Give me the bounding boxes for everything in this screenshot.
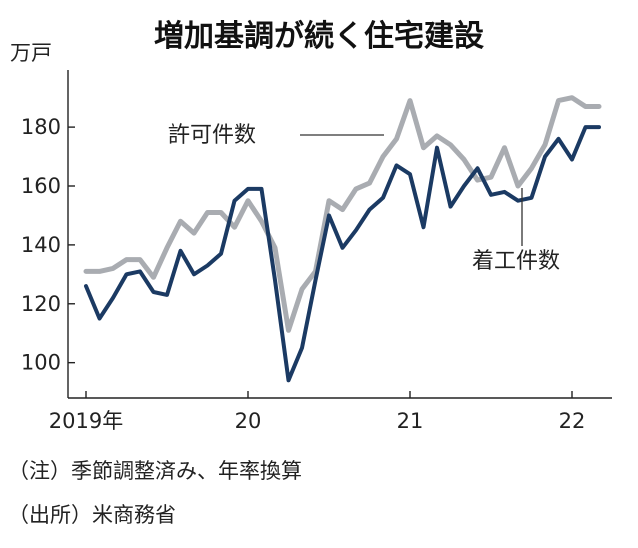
series-label-permits: 許可件数 — [168, 123, 256, 148]
series-line-permits — [83, 95, 602, 333]
series-label-starts: 着工件数 — [472, 249, 560, 274]
x-tick-label: 21 — [397, 409, 424, 433]
series-layer — [83, 95, 602, 383]
axes: 100 120 140 160 180 2019年 20 21 22 — [21, 70, 612, 433]
y-tick-label: 180 — [21, 115, 61, 139]
y-tick-label: 160 — [21, 174, 61, 198]
series-line-starts — [84, 125, 601, 383]
y-tick-label: 120 — [21, 292, 61, 316]
y-tick-label: 100 — [21, 351, 61, 375]
note-source: （出所）米商務省 — [8, 503, 176, 527]
note-seasonal: （注）季節調整済み、年率換算 — [8, 459, 302, 483]
chart-title: 増加基調が続く住宅建設 — [154, 19, 484, 54]
y-tick-label: 140 — [21, 233, 61, 257]
x-tick-label: 22 — [559, 409, 586, 433]
x-tick-label: 2019年 — [49, 409, 123, 433]
y-axis-unit: 万戸 — [10, 41, 52, 65]
x-tick-label: 20 — [235, 409, 262, 433]
series-labels: 許可件数 着工件数 — [168, 123, 560, 274]
